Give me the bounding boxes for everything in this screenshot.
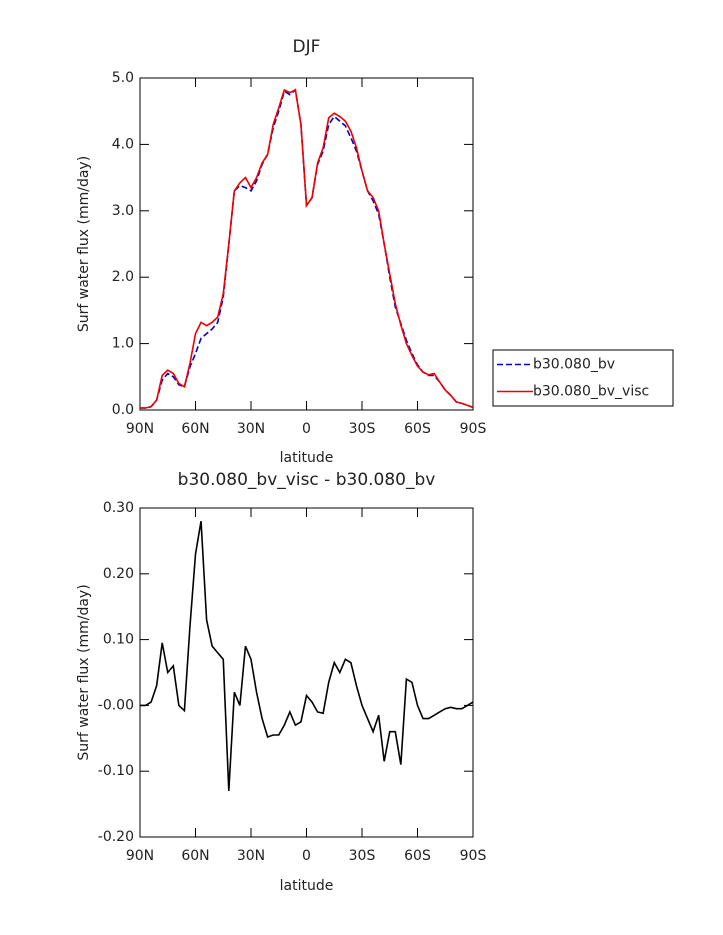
y-tick-label: 2.0: [112, 269, 134, 285]
y-tick-label: -0.20: [98, 829, 134, 845]
y-tick-label: 1.0: [112, 336, 134, 352]
x-tick-label: 0: [302, 421, 311, 437]
x-tick-label: 30S: [349, 421, 376, 437]
y-axis-label: Surf water flux (mm/day): [76, 584, 92, 760]
legend-box: [492, 349, 674, 407]
x-tick-label: 90S: [460, 848, 487, 864]
y-tick-label: 0.20: [103, 566, 134, 582]
data-line: [140, 521, 474, 791]
x-tick-label: 60N: [181, 848, 209, 864]
x-tick-label: 60S: [404, 848, 431, 864]
x-tick-label: 90N: [126, 848, 154, 864]
legend-label: b30.080_bv_visc: [533, 384, 649, 400]
y-tick-label: 5.0: [112, 70, 134, 86]
x-tick-label: 60S: [404, 421, 431, 437]
data-line: [140, 88, 474, 409]
y-tick-label: 3.0: [112, 203, 134, 219]
chart-title: DJF: [293, 37, 321, 57]
legend: b30.080_bv b30.080_bv_visc: [492, 349, 674, 407]
chart-title: b30.080_bv_visc - b30.080_bv: [178, 470, 436, 490]
x-axis-label: latitude: [280, 450, 334, 466]
legend-label: b30.080_bv: [533, 357, 615, 373]
x-axis-label: latitude: [280, 878, 334, 894]
y-tick-label: 4.0: [112, 136, 134, 152]
x-tick-label: 90S: [460, 421, 487, 437]
y-tick-label: -0.00: [98, 697, 134, 713]
y-tick-label: 0.0: [112, 402, 134, 418]
x-tick-label: 90N: [126, 421, 154, 437]
y-axis-label: Surf water flux (mm/day): [76, 156, 92, 332]
plot-frame: [139, 507, 474, 838]
x-tick-label: 30N: [237, 848, 265, 864]
y-tick-label: 0.30: [103, 500, 134, 516]
x-tick-label: 30N: [237, 421, 265, 437]
y-tick-label: -0.10: [98, 763, 134, 779]
x-tick-label: 30S: [349, 848, 376, 864]
x-tick-label: 0: [302, 848, 311, 864]
x-tick-label: 60N: [181, 421, 209, 437]
y-tick-label: 0.10: [103, 632, 134, 648]
